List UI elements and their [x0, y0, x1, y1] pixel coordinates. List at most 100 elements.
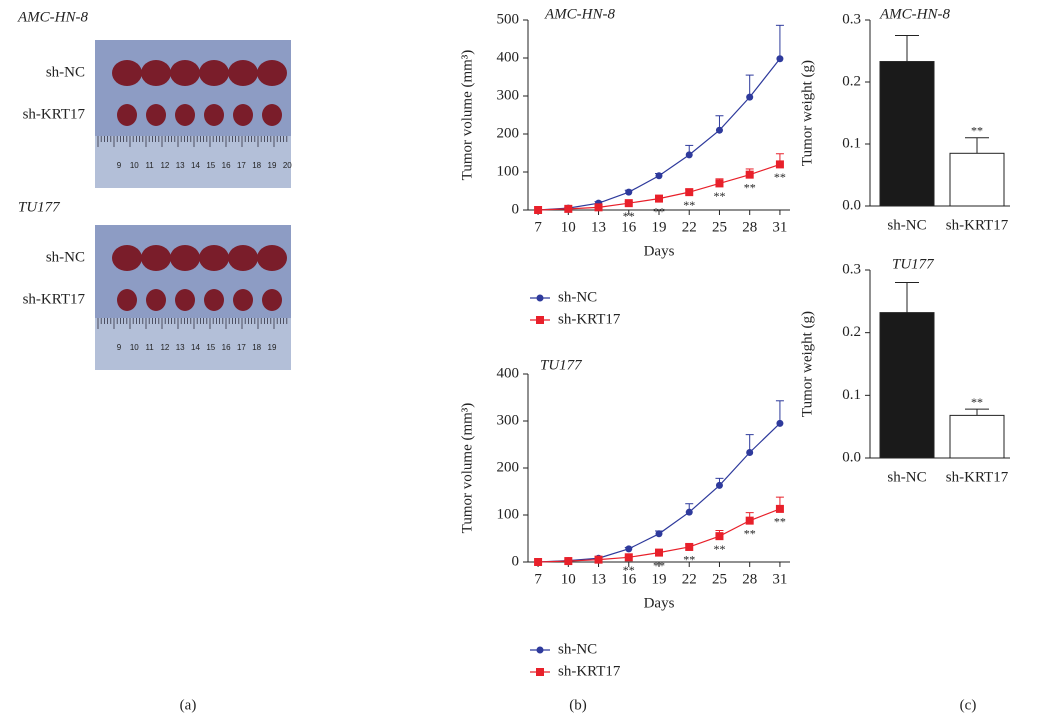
ruler-number: 16	[222, 161, 231, 170]
y-tick-label: 500	[497, 11, 520, 27]
marker	[715, 481, 723, 489]
ruler-number: 9	[117, 161, 122, 170]
marker	[775, 504, 784, 513]
legend-label: sh-KRT17	[558, 663, 621, 679]
chart-title: AMC-HN-8	[879, 6, 950, 22]
bar	[879, 312, 935, 459]
x-tick-label: 19	[652, 219, 667, 235]
panel-label: (a)	[180, 697, 197, 713]
marker	[685, 188, 694, 197]
y-tick-label: 0	[512, 553, 520, 569]
legend-label: sh-NC	[558, 641, 597, 657]
ruler-number: 19	[268, 343, 277, 352]
tumor	[112, 245, 142, 271]
legend-marker	[536, 294, 544, 302]
marker	[625, 188, 633, 196]
marker	[685, 542, 694, 551]
x-tick-label: 22	[682, 219, 697, 235]
y-tick-label: 0.1	[842, 135, 861, 151]
row-label: sh-KRT17	[23, 291, 86, 307]
x-tick-label: 31	[772, 219, 787, 235]
ruler-number: 20	[283, 161, 292, 170]
x-tick-label: sh-NC	[887, 217, 926, 233]
ruler-number: 11	[145, 161, 154, 170]
tumor	[141, 245, 171, 271]
marker	[594, 203, 603, 212]
y-tick-label: 400	[497, 49, 520, 65]
ruler-number: 14	[191, 161, 200, 170]
ruler-number: 13	[176, 343, 185, 352]
x-tick-label: 19	[652, 571, 667, 587]
y-tick-label: 0.0	[842, 449, 861, 465]
row-label: sh-NC	[46, 64, 85, 80]
ruler-number: 14	[191, 343, 200, 352]
y-tick-label: 0.1	[842, 387, 861, 403]
marker	[745, 516, 754, 525]
marker	[564, 204, 573, 213]
marker	[715, 179, 724, 188]
x-tick-label: 25	[712, 571, 727, 587]
legend-marker	[536, 646, 544, 654]
marker	[594, 555, 603, 564]
x-tick-label: sh-KRT17	[946, 217, 1009, 233]
x-tick-label: 28	[742, 571, 757, 587]
ruler-number: 12	[160, 161, 169, 170]
ruler-number: 10	[130, 161, 139, 170]
y-tick-label: 200	[497, 459, 520, 475]
significance: **	[713, 542, 725, 556]
marker	[715, 532, 724, 541]
x-tick-label: 31	[772, 571, 787, 587]
significance: **	[653, 204, 665, 218]
tumor	[199, 245, 229, 271]
panel-label: (c)	[960, 697, 977, 713]
significance: **	[744, 180, 756, 194]
tumor	[117, 289, 137, 311]
marker	[685, 151, 693, 159]
x-tick-label: sh-NC	[887, 469, 926, 485]
tumor	[262, 104, 282, 126]
marker	[685, 508, 693, 516]
x-tick-label: 10	[561, 219, 576, 235]
y-tick-label: 300	[497, 412, 520, 428]
tumor	[204, 289, 224, 311]
significance: **	[744, 526, 756, 540]
y-tick-label: 0	[512, 201, 520, 217]
significance: **	[623, 209, 635, 223]
x-tick-label: 22	[682, 571, 697, 587]
x-axis-title: Days	[644, 595, 675, 611]
significance: **	[713, 189, 725, 203]
significance: **	[774, 170, 786, 184]
chart-title: TU177	[540, 357, 583, 373]
tumor	[146, 289, 166, 311]
x-tick-label: 7	[534, 571, 542, 587]
legend-marker	[536, 316, 544, 324]
marker	[534, 558, 543, 566]
chart-title: AMC-HN-8	[544, 6, 615, 22]
marker	[655, 194, 663, 203]
chart-title: TU177	[892, 256, 935, 272]
photo-title: TU177	[18, 199, 61, 215]
significance: **	[653, 558, 665, 572]
tumor	[112, 60, 142, 86]
ruler-number: 18	[252, 161, 261, 170]
tumor	[204, 104, 224, 126]
x-tick-label: 7	[534, 219, 542, 235]
row-label: sh-NC	[46, 249, 85, 265]
ruler-number: 15	[206, 161, 215, 170]
y-axis-title: Tumor volume (mm³)	[459, 50, 475, 181]
tumor	[146, 104, 166, 126]
ruler-number: 9	[117, 343, 122, 352]
tumor	[228, 60, 258, 86]
ruler-number: 16	[222, 343, 231, 352]
bar	[879, 61, 935, 207]
x-tick-label: 10	[561, 571, 576, 587]
tumor	[257, 60, 287, 86]
y-tick-label: 0.2	[842, 73, 861, 89]
y-tick-label: 0.3	[842, 261, 861, 277]
marker	[624, 199, 633, 208]
series-line	[538, 422, 781, 563]
panel-label: (b)	[569, 697, 587, 713]
tumor	[262, 289, 282, 311]
tumor	[233, 104, 253, 126]
